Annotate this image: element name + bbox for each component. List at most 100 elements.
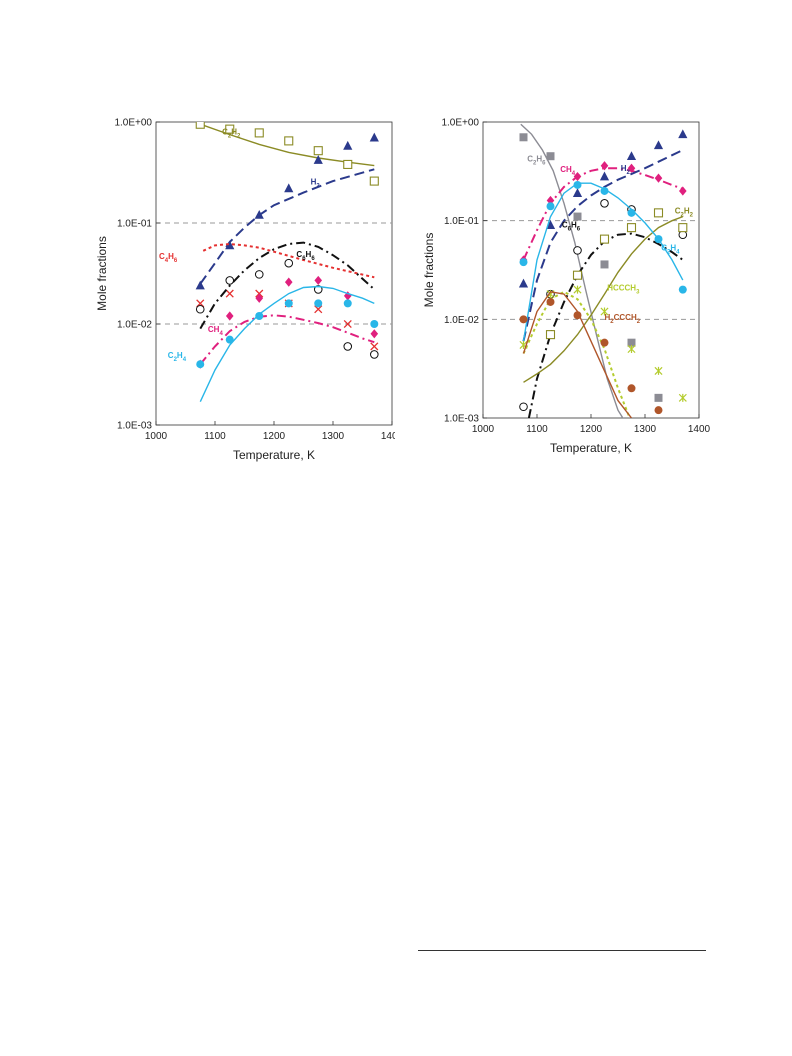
plot-area [518, 123, 688, 418]
x-tick-label: 1400 [688, 424, 710, 435]
data-point-c2h4 [654, 235, 663, 244]
x-axis-title: Temperature, K [550, 441, 632, 455]
data-point-h2 [369, 132, 379, 142]
data-point-c2h2 [254, 128, 264, 138]
x-tick-label: 1200 [263, 431, 286, 442]
chart-left-mole-fractions: 1.0E-03 1.0E-02 1.0E-01 1.0E+00 1000 1100 1200… [95, 118, 395, 463]
series-label-c2h4: C2H4 [661, 243, 680, 255]
series-label-ch4: CH4 [560, 165, 576, 177]
series-line-c2h4 [199, 285, 375, 402]
data-point-c2h4 [255, 312, 264, 321]
data-point-h2ccch2 [600, 338, 609, 347]
data-point-c2h2 [599, 234, 610, 244]
data-point-c2h4 [573, 180, 582, 189]
data-point-c2h4 [284, 299, 293, 308]
series-label-h2: H2 [311, 178, 321, 190]
y-tick-label: 1.0E-02 [117, 320, 152, 331]
series-label-h2: H2 [621, 164, 631, 176]
series-line-h2 [522, 149, 684, 342]
data-point-c2h6 [600, 260, 609, 269]
data-point-h2 [254, 210, 264, 219]
data-point-h2ccch2 [573, 311, 582, 320]
data-point-c4h6 [225, 289, 234, 298]
data-point-hccch3 [654, 366, 663, 375]
plot-area [195, 122, 379, 402]
data-point-ch4 [600, 161, 609, 171]
data-point-h2 [518, 278, 529, 288]
data-point-h2 [653, 140, 664, 150]
data-point-c2h2 [284, 136, 294, 146]
series-line-h2ccch2 [522, 291, 633, 418]
x-tick-label: 1100 [204, 431, 226, 442]
data-point-h2 [225, 240, 235, 250]
data-point-c2h4 [546, 202, 555, 211]
y-tick-label: 1.0E-01 [117, 219, 152, 230]
data-point-ch4 [654, 173, 663, 183]
data-point-c6h6 [284, 258, 294, 268]
data-point-c4h6 [370, 342, 379, 351]
data-point-c2h2 [678, 223, 688, 233]
y-tick-label: 1.0E-03 [117, 421, 152, 432]
series-line-c2h2 [523, 215, 684, 383]
data-point-c2h2 [572, 270, 583, 280]
data-point-c2h4 [678, 285, 687, 294]
data-point-c2h2 [343, 159, 353, 169]
data-point-c2h2 [653, 208, 664, 218]
data-point-h2 [572, 188, 583, 197]
data-point-c6h6 [519, 402, 528, 412]
y-axis-title: Mole fractions [422, 233, 436, 308]
series-label-c4h6: C4H6 [159, 252, 178, 264]
data-point-h2 [678, 129, 688, 139]
chart-right-mole-fractions: 1.0E-03 1.0E-02 1.0E-01 1.0E+00 1000 1100 1200… [422, 118, 710, 456]
data-point-c2h4 [370, 320, 379, 328]
x-tick-label: 1300 [322, 431, 345, 442]
series-label-c2h4: C2H4 [168, 351, 187, 363]
data-point-ch4 [255, 293, 264, 303]
data-point-hccch3 [600, 307, 609, 316]
data-point-c6h6 [313, 285, 323, 294]
data-point-c6h6 [254, 270, 264, 279]
data-point-h2ccch2 [627, 384, 636, 393]
page-footnote-rule [418, 950, 706, 951]
x-tick-label: 1000 [472, 424, 495, 435]
data-point-c2h4 [196, 360, 205, 369]
data-point-c2h4 [627, 208, 636, 217]
data-point-ch4 [314, 275, 323, 286]
data-point-c2h4 [225, 335, 234, 344]
data-point-c4h6 [343, 319, 352, 329]
data-point-h2 [626, 151, 637, 161]
data-point-ch4 [225, 311, 234, 321]
data-point-c2h6 [654, 393, 663, 402]
data-point-c2h6 [627, 338, 636, 347]
data-point-c6h6 [370, 350, 379, 359]
data-point-ch4 [284, 277, 293, 287]
data-point-h2 [343, 140, 353, 150]
data-point-c2h2 [369, 176, 379, 186]
data-point-h2 [545, 220, 556, 229]
data-point-c2h6 [546, 152, 555, 161]
data-point-h2 [195, 280, 205, 290]
data-point-c2h2 [313, 146, 323, 156]
x-tick-label: 1100 [526, 424, 548, 435]
series-label-hccch3: HCCCH3 [607, 284, 640, 296]
y-axis-title: Mole fractions [95, 236, 109, 311]
data-point-c2h6 [519, 133, 528, 142]
data-point-c2h4 [343, 299, 352, 308]
data-point-h2ccch2 [546, 297, 555, 306]
data-point-c6h6 [573, 246, 582, 255]
data-point-ch4 [679, 186, 687, 196]
x-tick-label: 1300 [634, 424, 657, 435]
series-label-c2h6: C2H6 [527, 154, 546, 166]
series-line-c2h6 [520, 123, 624, 418]
series-line-hccch3 [522, 290, 631, 418]
y-tick-label: 1.0E-02 [444, 315, 479, 326]
data-point-c4h6 [255, 289, 264, 298]
data-point-c4h6 [314, 305, 323, 314]
data-point-c6h6 [343, 342, 353, 351]
data-point-c2h4 [314, 299, 323, 308]
y-tick-label: 1.0E-01 [444, 216, 479, 227]
data-point-h2ccch2 [654, 406, 663, 415]
y-tick-label: 1.0E+00 [114, 118, 152, 129]
series-line-ch4 [199, 314, 375, 365]
x-tick-label: 1000 [145, 431, 168, 442]
